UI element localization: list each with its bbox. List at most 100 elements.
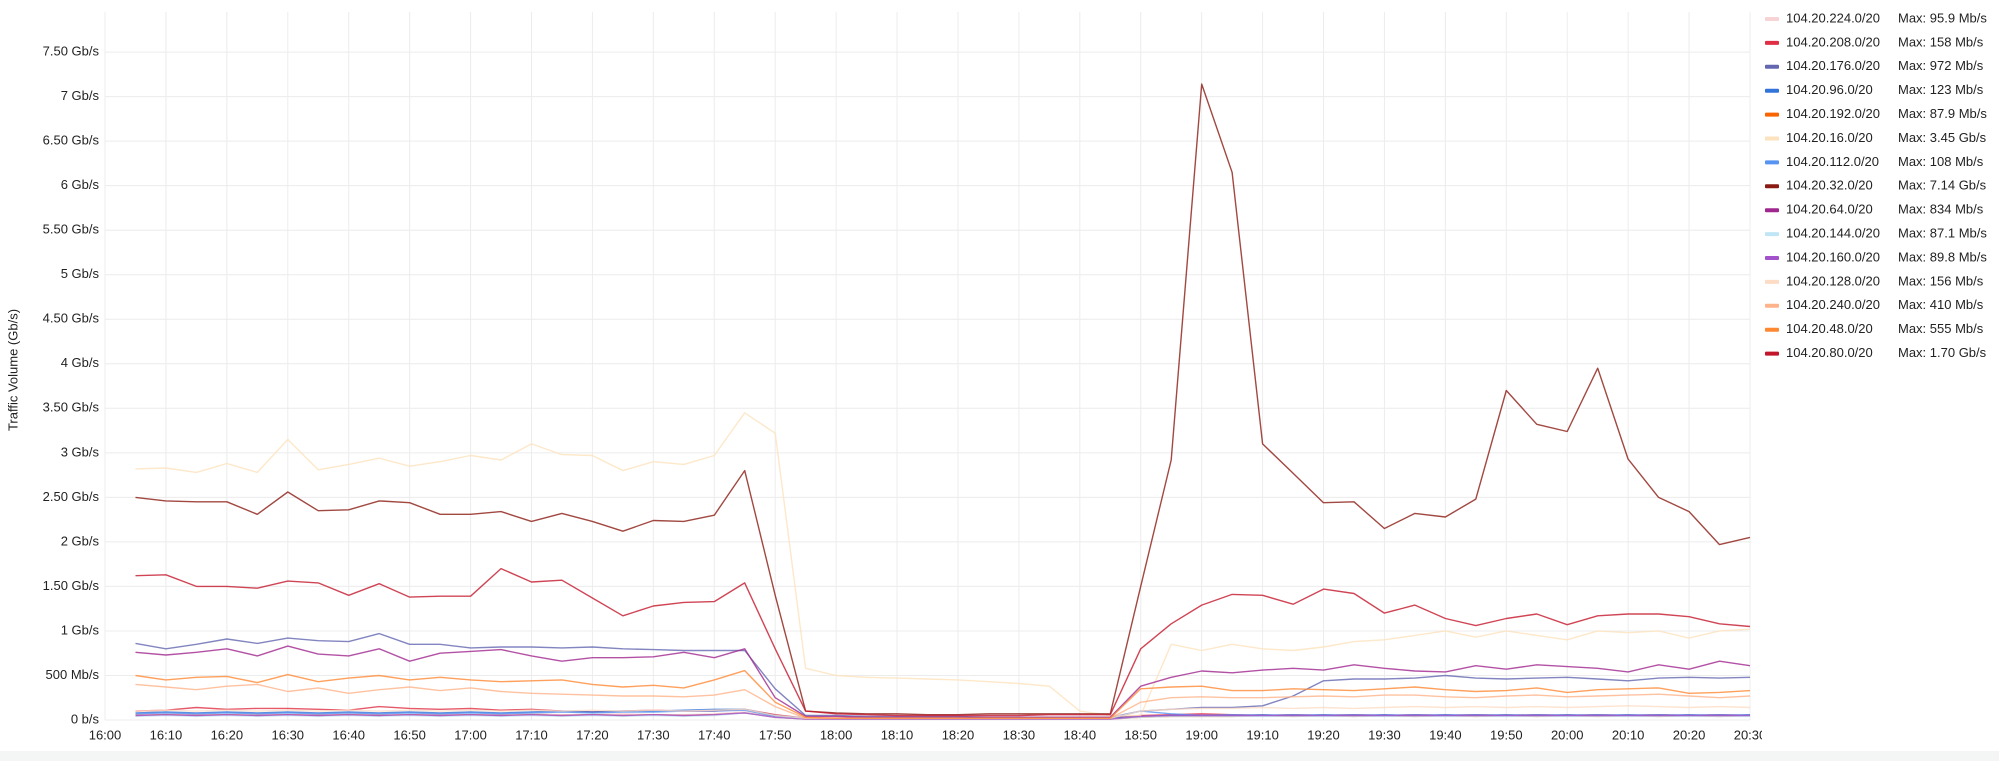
legend-swatch bbox=[1765, 303, 1779, 308]
axes: 0 b/s 500 Mb/s 1 Gb/s 1.50 Gb/s 2 Gb/s 2.50 G… bbox=[43, 44, 1767, 743]
legend-swatch bbox=[1765, 40, 1779, 45]
legend-max: Max: 95.9 Mb/s bbox=[1898, 10, 1987, 25]
legend-swatch bbox=[1765, 17, 1779, 21]
x-tick-label: 17:00 bbox=[454, 727, 487, 742]
legend-name: 104.20.64.0/20 bbox=[1786, 202, 1873, 217]
legend-name: 104.20.192.0/20 bbox=[1786, 106, 1880, 121]
x-tick-label: 19:20 bbox=[1307, 727, 1340, 742]
y-tick-label: 1 Gb/s bbox=[61, 622, 100, 637]
legend-swatch bbox=[1765, 88, 1779, 93]
y-tick-label: 7.50 Gb/s bbox=[43, 44, 100, 59]
x-tick-label: 19:30 bbox=[1368, 727, 1401, 742]
y-tick-label: 2 Gb/s bbox=[61, 533, 100, 548]
x-tick-label: 18:00 bbox=[820, 727, 853, 742]
x-tick-label: 17:20 bbox=[576, 727, 609, 742]
legend-swatch bbox=[1765, 256, 1779, 260]
x-tick-label: 17:50 bbox=[759, 727, 792, 742]
y-tick-label: 5.50 Gb/s bbox=[43, 222, 100, 237]
legend-swatch bbox=[1765, 160, 1779, 165]
y-tick-label: 4 Gb/s bbox=[61, 355, 100, 370]
legend-max: Max: 87.1 Mb/s bbox=[1898, 226, 1987, 241]
x-tick-label: 17:40 bbox=[698, 727, 731, 742]
legend-swatch bbox=[1765, 208, 1779, 213]
legend-swatch bbox=[1765, 136, 1779, 141]
series-line bbox=[135, 645, 1751, 718]
x-tick-label: 20:20 bbox=[1673, 727, 1706, 742]
y-tick-label: 1.50 Gb/s bbox=[43, 578, 100, 593]
legend-max: Max: 156 Mb/s bbox=[1898, 273, 1984, 288]
legend-name: 104.20.16.0/20 bbox=[1786, 130, 1873, 145]
legend-max: Max: 555 Mb/s bbox=[1898, 321, 1984, 336]
x-tick-label: 19:10 bbox=[1246, 727, 1279, 742]
legend-max: Max: 158 Mb/s bbox=[1898, 34, 1984, 49]
y-tick-label: 5 Gb/s bbox=[61, 266, 100, 281]
y-tick-label: 6.50 Gb/s bbox=[43, 133, 100, 148]
legend-name: 104.20.80.0/20 bbox=[1786, 345, 1873, 360]
legend-name: 104.20.224.0/20 bbox=[1786, 10, 1880, 25]
series-line bbox=[135, 412, 1751, 717]
y-tick-label: 0 b/s bbox=[71, 711, 100, 726]
x-tick-label: 16:30 bbox=[272, 727, 305, 742]
legend-max: Max: 1.70 Gb/s bbox=[1898, 345, 1987, 360]
legend-max: Max: 87.9 Mb/s bbox=[1898, 106, 1987, 121]
x-tick-label: 17:10 bbox=[515, 727, 548, 742]
legend-name: 104.20.48.0/20 bbox=[1786, 321, 1873, 336]
legend-name: 104.20.96.0/20 bbox=[1786, 82, 1873, 97]
legend-max: Max: 972 Mb/s bbox=[1898, 58, 1984, 73]
x-tick-label: 18:40 bbox=[1064, 727, 1097, 742]
legend-name: 104.20.112.0/20 bbox=[1786, 154, 1879, 169]
y-tick-label: 4.50 Gb/s bbox=[43, 311, 100, 326]
y-tick-label: 6 Gb/s bbox=[61, 177, 100, 192]
y-tick-label: 500 Mb/s bbox=[46, 667, 100, 682]
y-tick-label: 2.50 Gb/s bbox=[43, 489, 100, 504]
legend: 104.20.224.0/20 Max: 95.9 Mb/s 104.20.208.… bbox=[1765, 10, 1987, 360]
y-tick-label: 3 Gb/s bbox=[61, 444, 100, 459]
legend-swatch bbox=[1765, 351, 1779, 356]
legend-swatch bbox=[1765, 327, 1779, 332]
legend-max: Max: 123 Mb/s bbox=[1898, 82, 1984, 97]
y-tick-label: 7 Gb/s bbox=[61, 88, 100, 103]
legend-swatch bbox=[1765, 279, 1779, 284]
x-tick-label: 18:50 bbox=[1124, 727, 1157, 742]
legend-swatch bbox=[1765, 64, 1779, 69]
series-line bbox=[135, 567, 1751, 717]
legend-max: Max: 89.8 Mb/s bbox=[1898, 249, 1987, 264]
x-tick-label: 18:20 bbox=[942, 727, 975, 742]
x-tick-label: 20:30 bbox=[1734, 727, 1767, 742]
series-line bbox=[135, 669, 1751, 719]
legend-max: Max: 3.45 Gb/s bbox=[1898, 130, 1987, 145]
legend-name: 104.20.32.0/20 bbox=[1786, 178, 1873, 193]
legend-max: Max: 7.14 Gb/s bbox=[1898, 178, 1987, 193]
x-tick-label: 18:30 bbox=[1003, 727, 1036, 742]
x-tick-label: 19:50 bbox=[1490, 727, 1523, 742]
legend-name: 104.20.240.0/20 bbox=[1786, 297, 1880, 312]
x-tick-label: 16:20 bbox=[211, 727, 244, 742]
legend-name: 104.20.208.0/20 bbox=[1786, 34, 1880, 49]
legend-name: 104.20.160.0/20 bbox=[1786, 249, 1880, 264]
x-tick-label: 16:10 bbox=[150, 727, 183, 742]
series-line bbox=[135, 632, 1751, 718]
series-line bbox=[135, 712, 1750, 720]
x-tick-label: 19:40 bbox=[1429, 727, 1462, 742]
x-tick-label: 16:00 bbox=[89, 727, 122, 742]
x-tick-label: 16:50 bbox=[393, 727, 426, 742]
lines bbox=[135, 83, 1751, 720]
legend-swatch bbox=[1765, 232, 1779, 237]
legend-name: 104.20.128.0/20 bbox=[1786, 273, 1880, 288]
x-tick-label: 17:30 bbox=[637, 727, 670, 742]
legend-max: Max: 410 Mb/s bbox=[1898, 297, 1984, 312]
x-tick-label: 20:10 bbox=[1612, 727, 1645, 742]
y-tick-label: 3.50 Gb/s bbox=[43, 400, 100, 415]
legend-max: Max: 834 Mb/s bbox=[1898, 202, 1984, 217]
legend-name: 104.20.144.0/20 bbox=[1786, 226, 1880, 241]
y-axis-label: Traffic Volume (Gb/s) bbox=[5, 309, 20, 431]
grid bbox=[104, 12, 1751, 721]
legend-max: Max: 108 Mb/s bbox=[1898, 154, 1984, 169]
bottom-strip bbox=[0, 751, 1999, 761]
legend-name: 104.20.176.0/20 bbox=[1786, 58, 1880, 73]
series-line bbox=[135, 83, 1751, 716]
legend-swatch bbox=[1765, 112, 1779, 117]
x-tick-label: 19:00 bbox=[1185, 727, 1218, 742]
x-tick-label: 16:40 bbox=[332, 727, 365, 742]
